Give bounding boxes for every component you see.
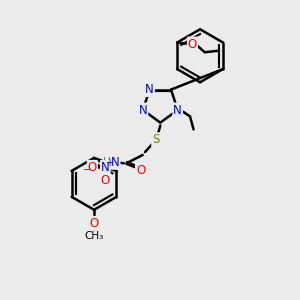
Text: −: − [83,165,92,175]
Text: CH₃: CH₃ [84,231,104,241]
Text: O: O [88,161,97,174]
Text: S: S [152,133,160,146]
Text: N: N [111,156,120,169]
Text: O: O [89,217,99,230]
Text: +: + [105,158,113,168]
Text: O: O [136,164,145,177]
Text: N: N [139,103,147,116]
Text: N: N [173,103,182,116]
Text: H: H [103,157,111,167]
Text: N: N [145,83,154,96]
Text: O: O [188,38,197,50]
Text: O: O [101,174,110,187]
Text: N: N [101,161,110,174]
